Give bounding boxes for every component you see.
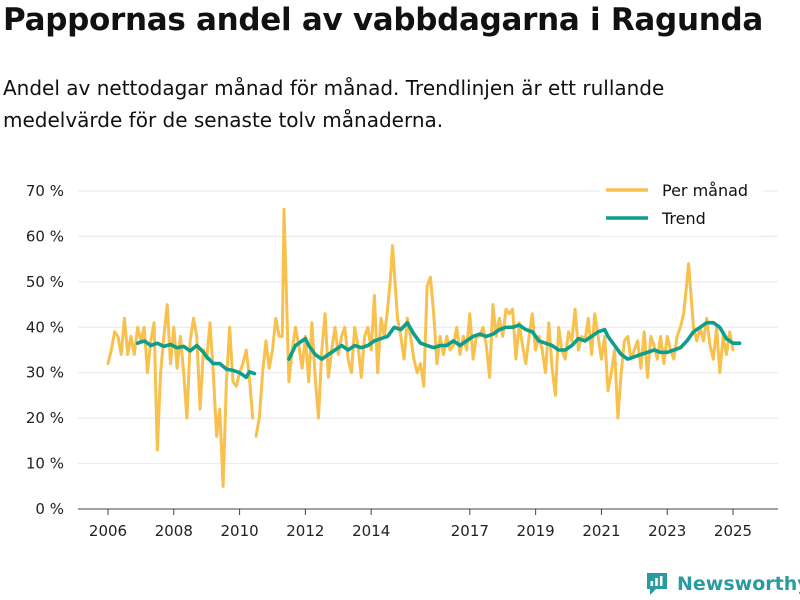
x-tick-label: 2023 — [648, 522, 686, 540]
x-tick-label: 2025 — [714, 522, 752, 540]
y-tick-label: 60 % — [26, 227, 64, 245]
brand-name: Newsworthy — [677, 573, 800, 595]
newsworthy-logo-icon — [647, 573, 667, 595]
legend-label-trend: Trend — [661, 209, 706, 228]
legend: Per månad Trend — [600, 176, 763, 236]
x-tick-label: 2006 — [89, 522, 127, 540]
x-tick-label: 2014 — [352, 522, 390, 540]
x-tick-label: 2012 — [286, 522, 324, 540]
chart-subtitle: Andel av nettodagar månad för månad. Tre… — [3, 76, 665, 132]
trend-series-line — [135, 339, 257, 380]
x-tick-label: 2019 — [517, 522, 555, 540]
monthly-series-line — [254, 207, 735, 438]
x-axis: 2006 2008 2010 2012 2014 2017 2019 2021 2023 2025 — [78, 508, 778, 540]
brand-logo: Newsworthy — [645, 569, 800, 599]
y-tick-label: 70 % — [26, 182, 64, 200]
y-tick-label: 0 % — [35, 500, 64, 518]
monthly-series-line — [106, 303, 255, 488]
y-axis: 0 % 10 % 20 % 30 % 40 % 50 % 60 % 70 % — [26, 182, 64, 518]
y-tick-label: 50 % — [26, 273, 64, 291]
series-lines — [106, 207, 742, 488]
x-tick-label: 2021 — [582, 522, 620, 540]
legend-label-monthly: Per månad — [662, 181, 748, 200]
x-tick-label: 2017 — [451, 522, 489, 540]
y-tick-label: 10 % — [26, 455, 64, 473]
y-tick-label: 20 % — [26, 409, 64, 427]
y-tick-label: 30 % — [26, 364, 64, 382]
y-tick-label: 40 % — [26, 318, 64, 336]
trend-series-line — [287, 320, 742, 361]
x-tick-label: 2010 — [220, 522, 258, 540]
chart-title: Pappornas andel av vabbdagarna i Ragunda — [3, 2, 763, 38]
x-tick-label: 2008 — [155, 522, 193, 540]
legend-box — [600, 176, 763, 236]
